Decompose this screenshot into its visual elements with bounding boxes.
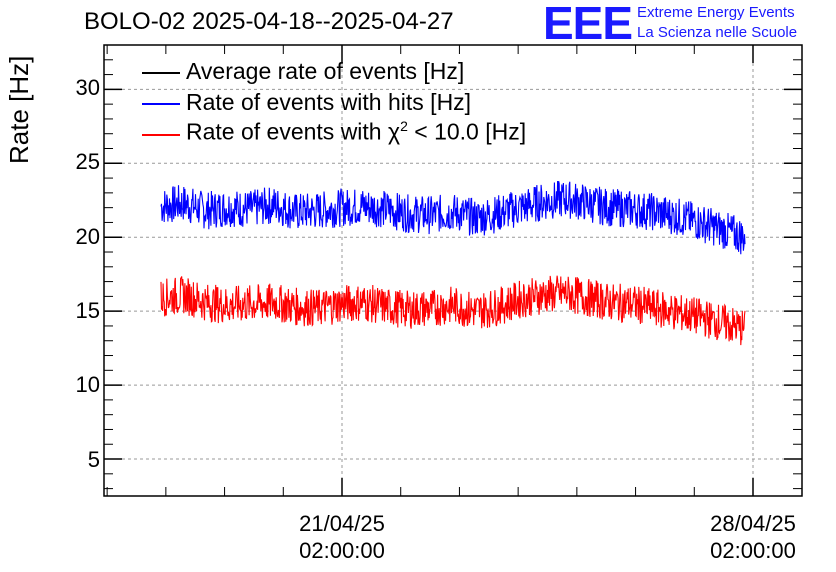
x-tick-date-1: 21/04/25 xyxy=(299,511,385,536)
x-tick-time-1: 02:00:00 xyxy=(299,538,385,563)
x-tick-label-2: 28/04/25 02:00:00 xyxy=(683,510,823,564)
series-line-2 xyxy=(160,275,746,346)
series-line-1 xyxy=(160,180,746,255)
legend-chi2-post: < 10.0 [Hz] xyxy=(407,118,527,145)
legend-swatch-average xyxy=(142,72,180,74)
legend-swatch-chi2 xyxy=(142,134,180,136)
x-tick-time-2: 02:00:00 xyxy=(710,538,796,563)
logo-line-2: La Scienza nelle Scuole xyxy=(637,24,798,41)
eee-logo: EEE xyxy=(543,0,633,49)
legend-label-hits: Rate of events with hits [Hz] xyxy=(186,89,472,115)
legend-label-average: Average rate of events [Hz] xyxy=(186,58,465,84)
logo-line-1: Extreme Energy Events xyxy=(637,4,795,21)
x-tick-date-2: 28/04/25 xyxy=(710,511,796,536)
y-tick-label-30: 30 xyxy=(75,75,100,100)
y-tick-label-10: 10 xyxy=(75,372,100,397)
legend-swatch-hits xyxy=(142,103,180,105)
x-tick-label-1: 21/04/25 02:00:00 xyxy=(272,510,412,564)
legend-chi2-sup: 2 xyxy=(400,118,408,134)
y-tick-label-5: 5 xyxy=(87,447,100,472)
plot-frame xyxy=(103,44,803,497)
y-tick-label-25: 25 xyxy=(75,149,100,174)
legend-chi2-pre: Rate of events with χ xyxy=(186,118,401,145)
y-tick-label-15: 15 xyxy=(75,298,100,323)
chart-title: BOLO-02 2025-04-18--2025-04-27 xyxy=(84,8,454,35)
y-tick-label-20: 20 xyxy=(75,224,100,249)
legend-label-chi2: Rate of events with χ2 < 10.0 [Hz] xyxy=(186,118,526,146)
y-axis-label: Rate [Hz] xyxy=(4,55,34,164)
logo-caption: Extreme Energy Events La Scienza nelle S… xyxy=(637,3,797,43)
